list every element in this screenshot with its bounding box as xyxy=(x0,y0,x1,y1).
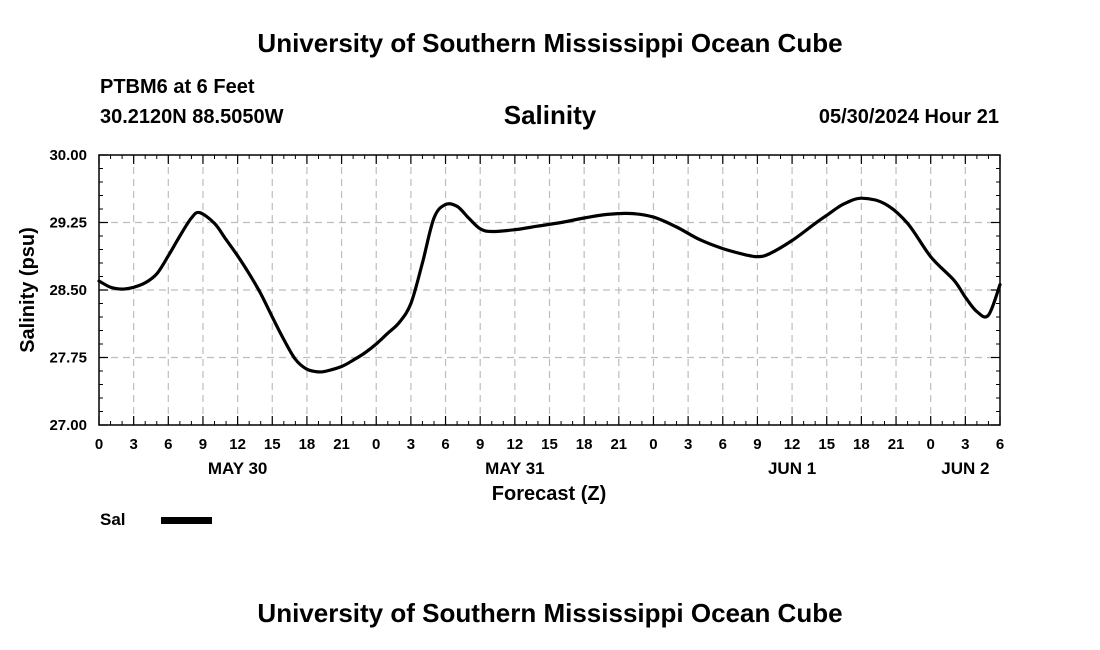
y-tick-label: 27.00 xyxy=(49,417,87,434)
y-tick-label: 27.75 xyxy=(49,350,87,367)
series-layer xyxy=(97,196,1002,374)
x-date-label: JUN 1 xyxy=(768,459,816,478)
x-tick-label: 3 xyxy=(961,436,969,453)
legend-swatch xyxy=(161,517,212,524)
x-tick-label: 6 xyxy=(996,436,1004,453)
x-tick-label: 9 xyxy=(753,436,761,453)
forecast-timestamp: 05/30/2024 Hour 21 xyxy=(818,106,999,128)
grid-lines xyxy=(99,155,1000,425)
x-tick-label: 18 xyxy=(853,436,870,453)
x-date-label: JUN 2 xyxy=(941,459,989,478)
x-tick-label: 6 xyxy=(441,436,449,453)
y-axis-label: Salinity (psu) xyxy=(17,227,39,353)
y-tick-label: 29.25 xyxy=(49,215,87,232)
x-tick-label: 0 xyxy=(95,436,103,453)
x-tick-label: 6 xyxy=(719,436,727,453)
x-date-label: MAY 30 xyxy=(208,459,268,478)
x-tick-label: 3 xyxy=(407,436,415,453)
x-tick-label: 21 xyxy=(610,436,627,453)
x-tick-label: 18 xyxy=(576,436,593,453)
x-tick-label: 0 xyxy=(927,436,935,453)
page-title: University of Southern Mississippi Ocean… xyxy=(257,28,843,58)
x-tick-label: 9 xyxy=(476,436,484,453)
x-tick-label: 15 xyxy=(818,436,835,453)
legend-label: Sal xyxy=(100,510,126,529)
x-tick-label: 18 xyxy=(299,436,316,453)
x-tick-label: 12 xyxy=(229,436,246,453)
series-line-sal xyxy=(97,196,1002,374)
x-tick-label: 15 xyxy=(541,436,558,453)
x-tick-label: 3 xyxy=(129,436,137,453)
axis-ticks xyxy=(98,154,1001,426)
x-tick-label: 0 xyxy=(649,436,657,453)
station-name: PTBM6 at 6 Feet xyxy=(100,76,255,98)
x-tick-label: 21 xyxy=(888,436,905,453)
station-coordinates: 30.2120N 88.5050W xyxy=(100,106,284,128)
footer-title: University of Southern Mississippi Ocean… xyxy=(257,598,843,628)
x-tick-label: 12 xyxy=(507,436,524,453)
x-tick-label: 21 xyxy=(333,436,350,453)
x-date-label: MAY 31 xyxy=(485,459,545,478)
x-tick-label: 15 xyxy=(264,436,281,453)
x-tick-label: 6 xyxy=(164,436,172,453)
axis-labels: 0 3 6 9 12 15 18 21 0 3 6 9 12 15 18 21 0 3 6 9 12 15 18 21 0 3 6 2… xyxy=(49,147,1004,478)
x-axis-label: Forecast (Z) xyxy=(492,483,606,505)
x-tick-label: 0 xyxy=(372,436,380,453)
x-tick-label: 12 xyxy=(784,436,801,453)
y-tick-label: 28.50 xyxy=(49,282,87,299)
x-tick-label: 9 xyxy=(199,436,207,453)
x-tick-label: 3 xyxy=(684,436,692,453)
chart-title: Salinity xyxy=(503,100,597,130)
y-tick-label: 30.00 xyxy=(49,147,87,164)
